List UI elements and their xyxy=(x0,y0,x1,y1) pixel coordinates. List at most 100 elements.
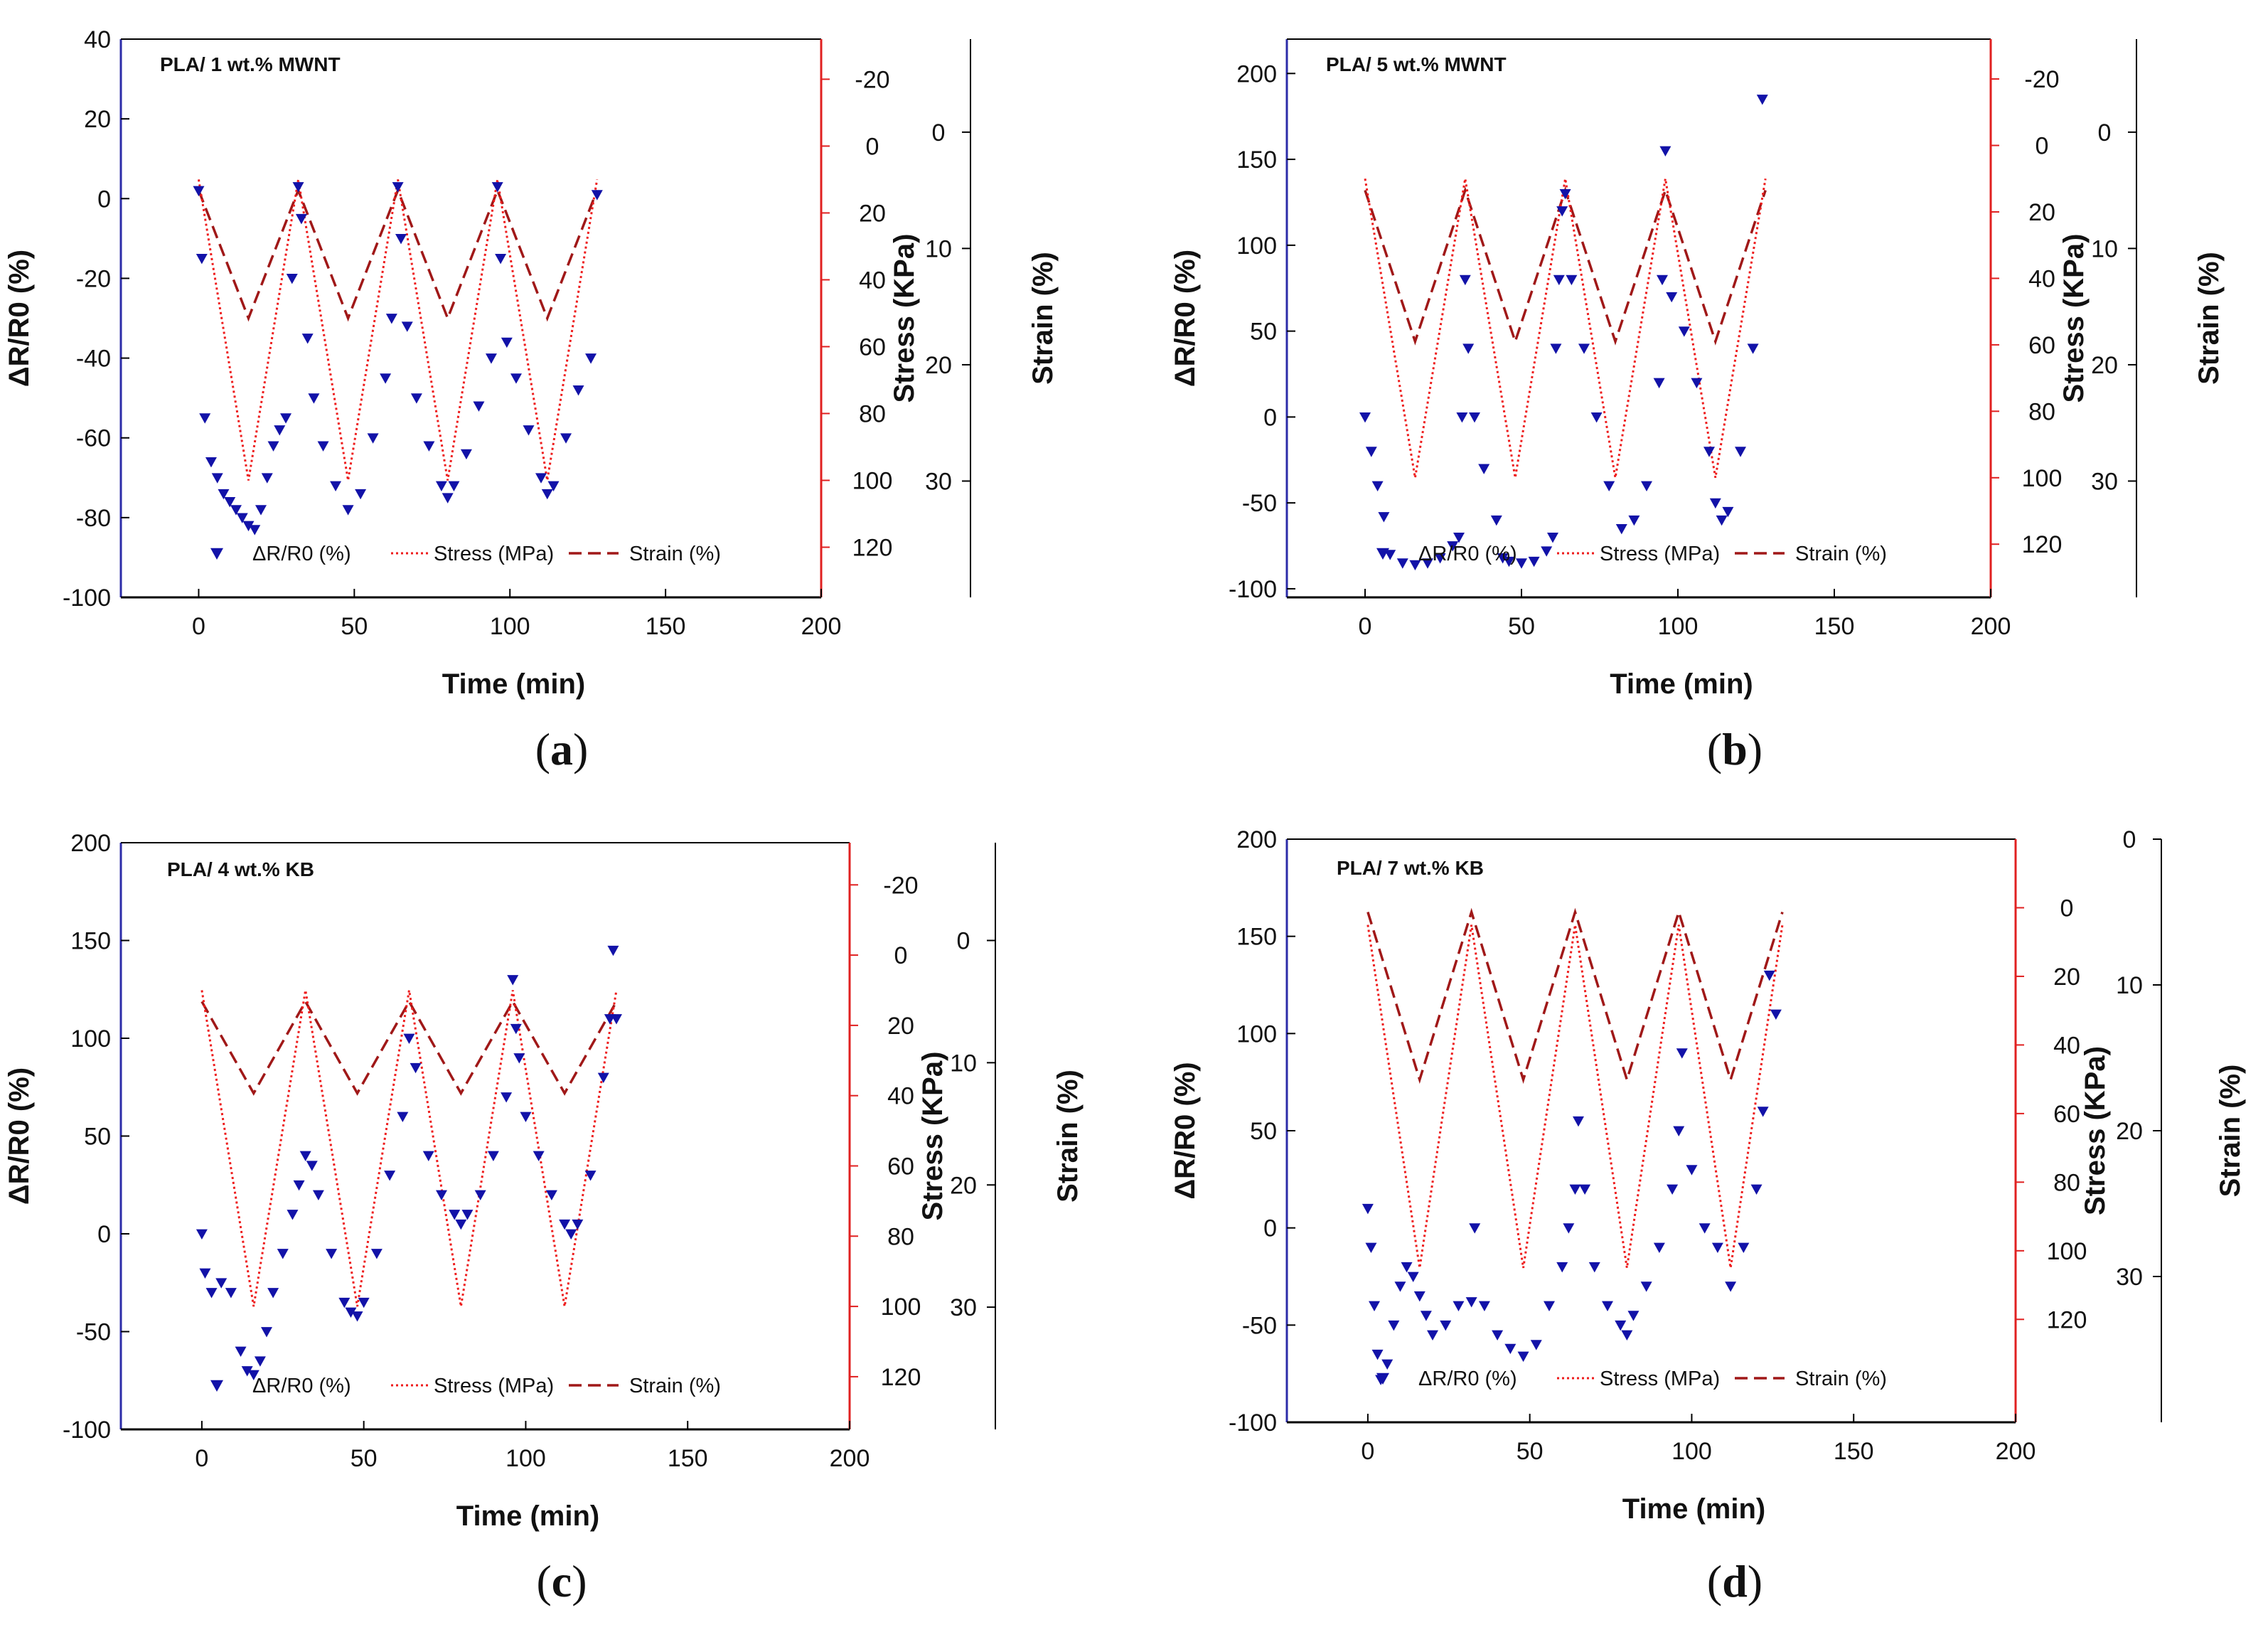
data-point xyxy=(1676,1048,1688,1059)
data-point xyxy=(254,1356,266,1367)
stress-tick-label: 60 xyxy=(859,334,886,361)
x-tick-label: 150 xyxy=(668,1445,708,1472)
data-point xyxy=(235,1346,247,1357)
data-point xyxy=(474,1190,486,1200)
data-point xyxy=(1409,560,1421,571)
y-tick-label: -100 xyxy=(63,585,111,612)
y-tick-label: 40 xyxy=(84,26,111,53)
data-point xyxy=(1396,558,1408,569)
data-point xyxy=(1641,481,1652,491)
stress-tick-label: 0 xyxy=(866,133,879,160)
data-point xyxy=(370,1249,383,1259)
data-point xyxy=(306,1161,318,1171)
strain-tick-label: 0 xyxy=(2123,826,2136,853)
data-point xyxy=(312,1190,324,1200)
strain-tick-label: 20 xyxy=(925,352,952,379)
data-point xyxy=(435,481,447,491)
data-point xyxy=(1735,447,1746,457)
stress-tick-label: 100 xyxy=(2047,1238,2087,1265)
data-point xyxy=(1691,378,1703,389)
y-tick-label: -50 xyxy=(1242,490,1277,517)
data-point xyxy=(1407,1272,1419,1282)
data-point xyxy=(1757,1107,1769,1117)
data-point xyxy=(541,489,553,500)
data-point xyxy=(1588,1262,1600,1273)
data-point xyxy=(448,481,460,491)
data-point xyxy=(1517,1351,1529,1363)
data-point xyxy=(280,413,292,424)
data-point xyxy=(401,321,413,332)
data-point xyxy=(241,1366,253,1377)
data-point xyxy=(249,525,261,535)
data-point xyxy=(1667,1184,1679,1195)
data-point xyxy=(473,401,485,412)
data-point xyxy=(380,373,392,384)
data-point xyxy=(1503,556,1515,567)
data-point xyxy=(565,1229,577,1240)
x-axis-title: Time (min) xyxy=(456,1501,600,1532)
strain-series-line xyxy=(1366,907,1784,1084)
strain-tick-label: 30 xyxy=(2091,468,2118,495)
data-point xyxy=(299,1151,311,1161)
x-tick-label: 50 xyxy=(1508,613,1535,640)
legend-label-strain: Strain (%) xyxy=(629,543,721,565)
stress-tick-label: 0 xyxy=(894,942,908,969)
strain-series-line xyxy=(197,186,599,322)
data-point xyxy=(1371,481,1384,491)
data-point xyxy=(547,481,560,491)
data-point xyxy=(1462,343,1475,354)
data-point xyxy=(1365,447,1377,457)
data-point xyxy=(1763,970,1775,981)
data-point xyxy=(1716,515,1728,526)
stress-tick-label: 100 xyxy=(852,467,893,494)
y-axis-title: ΔR/R0 (%) xyxy=(1170,250,1201,387)
data-point xyxy=(261,1327,272,1338)
data-point xyxy=(1725,1281,1737,1292)
data-point xyxy=(455,1219,467,1230)
data-point xyxy=(1469,1223,1481,1234)
strain-tick-label: 20 xyxy=(2091,352,2118,379)
data-point xyxy=(442,493,454,503)
data-point xyxy=(1369,1301,1380,1311)
data-point xyxy=(1569,1184,1581,1195)
strain-tick-label: 10 xyxy=(2091,235,2118,262)
data-point xyxy=(1447,541,1459,552)
data-point xyxy=(261,473,273,484)
x-tick-label: 100 xyxy=(490,613,530,640)
data-point xyxy=(196,1229,208,1240)
stress-series-line xyxy=(1364,178,1767,479)
y-tick-label: 0 xyxy=(97,1221,111,1248)
x-tick-label: 100 xyxy=(1658,613,1699,640)
data-point xyxy=(461,1210,474,1220)
data-point xyxy=(225,1288,237,1299)
strain-axis-title: Strain (%) xyxy=(2215,1065,2246,1198)
y-tick-label: -100 xyxy=(63,1417,111,1444)
x-tick-label: 50 xyxy=(1517,1438,1544,1465)
data-point xyxy=(1478,1301,1490,1311)
data-point xyxy=(236,513,248,523)
data-point xyxy=(205,1288,218,1299)
data-point xyxy=(308,393,320,404)
stress-tick-label: 20 xyxy=(859,200,886,227)
panel-caption: (a) xyxy=(535,724,589,774)
data-point xyxy=(560,433,572,444)
data-point xyxy=(205,457,217,468)
x-tick-label: 150 xyxy=(1814,613,1855,640)
data-point xyxy=(1478,464,1490,474)
data-point xyxy=(1556,1262,1568,1273)
data-point xyxy=(1602,1301,1613,1311)
stress-tick-label: 60 xyxy=(2028,332,2055,359)
y-tick-label: 150 xyxy=(1236,146,1277,174)
y-tick-label: 50 xyxy=(84,1124,111,1151)
y-tick-label: 150 xyxy=(70,928,111,955)
strain-axis-title: Strain (%) xyxy=(1027,252,1059,385)
data-point xyxy=(1456,412,1468,423)
y-tick-label: -80 xyxy=(76,505,111,532)
data-point xyxy=(199,1268,211,1279)
legend-label-strain: Strain (%) xyxy=(1795,543,1887,565)
stress-tick-label: -20 xyxy=(883,872,918,899)
data-point xyxy=(1673,1126,1685,1136)
